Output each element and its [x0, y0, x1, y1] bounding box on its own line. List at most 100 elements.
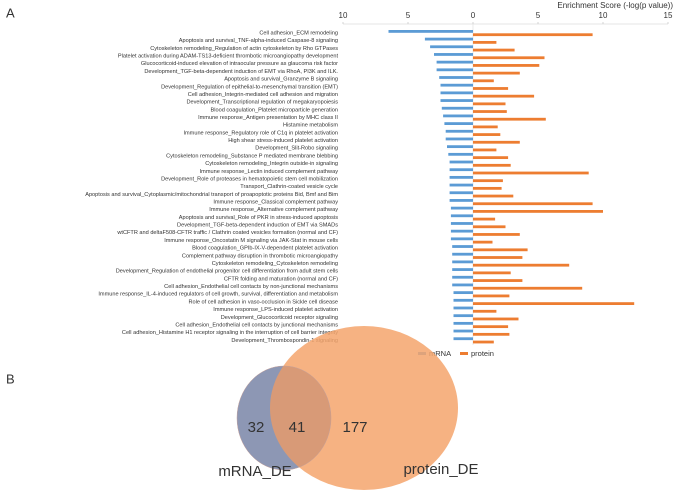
- bar: [450, 214, 473, 218]
- bar: [453, 321, 473, 325]
- category-label: Blood coagulation_GPIb-IX-V-dependent pl…: [192, 246, 338, 252]
- venn-outline: [236, 365, 332, 471]
- x-tick-label: 10: [339, 11, 348, 20]
- bar: [473, 163, 511, 167]
- category-label: Immune response_IL-4-induced regulators …: [98, 292, 338, 298]
- bar: [453, 306, 473, 310]
- category-label: Development_Slit-Robo signaling: [255, 146, 338, 152]
- category-label: Development_TGF-beta-dependent induction…: [177, 223, 338, 229]
- bar: [449, 168, 473, 172]
- bar: [453, 329, 473, 333]
- bar: [449, 199, 473, 202]
- bar: [473, 294, 510, 298]
- bar: [453, 298, 473, 302]
- bar: [452, 275, 473, 279]
- bar: [447, 145, 473, 149]
- legend-swatch: [460, 352, 468, 355]
- bar: [473, 256, 523, 259]
- category-label: Immune response_Classical complement pat…: [213, 200, 338, 206]
- bar: [473, 156, 509, 160]
- category-label: Development_Transcriptional regulation o…: [186, 100, 338, 106]
- category-label: Immune response_Alternative complement p…: [209, 207, 338, 213]
- bar: [473, 94, 535, 98]
- category-label: Glucocorticoid-induced elevation of intr…: [141, 61, 338, 67]
- bar: [450, 206, 473, 210]
- bar: [473, 279, 523, 282]
- legend-label: mRNA: [429, 349, 451, 358]
- bar: [449, 175, 473, 179]
- region-count: 41: [289, 419, 306, 436]
- bar: [473, 133, 501, 136]
- bar: [424, 37, 473, 41]
- category-label: Development_Regulation of epithelial-to-…: [161, 84, 338, 90]
- category-label: Apoptosis and survival_Role of PKR in st…: [179, 215, 338, 221]
- bar: [473, 302, 635, 306]
- bar: [473, 240, 493, 244]
- bar: [473, 148, 497, 152]
- bar: [436, 60, 473, 64]
- bar: [473, 87, 509, 90]
- category-label: High shear stress-induced platelet activ…: [228, 138, 338, 144]
- bar: [473, 271, 511, 275]
- region-count: 177: [342, 419, 367, 436]
- category-label: Development_TGF-beta-dependent induction…: [144, 69, 338, 75]
- category-label: Immune response_Antigen presentation by …: [198, 115, 338, 121]
- category-label: Apoptosis and survival_Granzyme B signal…: [224, 77, 338, 83]
- category-label: Transport_Clathrin-coated vesicle cycle: [240, 184, 338, 190]
- bar: [473, 48, 515, 52]
- bar: [473, 140, 520, 144]
- bar: [473, 186, 502, 190]
- category-label: Development_Glucocorticoid receptor sign…: [221, 315, 338, 321]
- bar: [452, 268, 473, 271]
- category-label: Cell adhesion_Endothelial cell contacts …: [175, 322, 338, 328]
- bar: [473, 179, 503, 183]
- bar: [473, 263, 570, 267]
- axis-title: Enrichment Score (-log(p value)): [557, 1, 673, 10]
- bar: [453, 291, 473, 295]
- bar: [473, 117, 546, 121]
- bar: [473, 217, 496, 221]
- bar: [448, 152, 473, 156]
- bar: [434, 53, 473, 56]
- bar: [473, 102, 506, 106]
- bar: [443, 114, 473, 118]
- bar: [444, 122, 473, 125]
- bar: [436, 68, 473, 72]
- category-label: Development_Regulation of endothelial pr…: [116, 269, 338, 275]
- x-tick-label: 15: [664, 11, 673, 20]
- bar: [445, 137, 473, 141]
- category-label: Immune response_Regulatory role of C1q i…: [183, 130, 338, 136]
- bar: [473, 71, 520, 75]
- category-label: CFTR folding and maturation (normal and …: [224, 276, 338, 282]
- set-label: protein_DE: [403, 461, 478, 478]
- bar: [473, 225, 506, 229]
- bar: [440, 91, 473, 95]
- set-label: mRNA_DE: [218, 463, 291, 480]
- category-label: Cell adhesion_Endothelial cell contacts …: [164, 284, 338, 290]
- bar: [473, 194, 514, 198]
- category-label: Blood coagulation_Platelet microparticle…: [211, 107, 339, 113]
- bar: [450, 229, 473, 233]
- category-label: Cytoskeleton remodeling_Integrin outside…: [205, 161, 338, 167]
- region-count: 32: [248, 419, 265, 436]
- bar: [473, 309, 497, 313]
- bar: [441, 106, 473, 110]
- bar: [473, 332, 510, 336]
- bar: [453, 337, 473, 341]
- bar: [473, 317, 519, 321]
- bar: [440, 99, 473, 102]
- bar: [439, 76, 473, 79]
- category-label: Apoptosis and survival_Cytoplasmic/mitoc…: [85, 192, 338, 198]
- category-label: Apoptosis and survival_TNF-alpha-induced…: [179, 38, 338, 44]
- legend-label: protein: [471, 349, 494, 358]
- x-tick-label: 10: [599, 11, 608, 20]
- category-label: Development_Role of proteases in hematop…: [161, 176, 338, 182]
- category-label: Platelet activation during ADAM-TS13-def…: [118, 54, 339, 60]
- category-label: Cytoskeleton remodeling_Cytoskeleton rem…: [212, 261, 338, 267]
- category-label: Cytoskeleton remodeling_Substance P medi…: [166, 153, 338, 159]
- bar: [452, 252, 473, 256]
- category-label: Complement pathway disruption in thrombo…: [182, 253, 338, 259]
- category-label: Cell adhesion_ECM remodeling: [259, 30, 338, 36]
- category-label: Role of cell adhesion in vaso-occlusion …: [188, 299, 338, 305]
- bar: [473, 33, 593, 37]
